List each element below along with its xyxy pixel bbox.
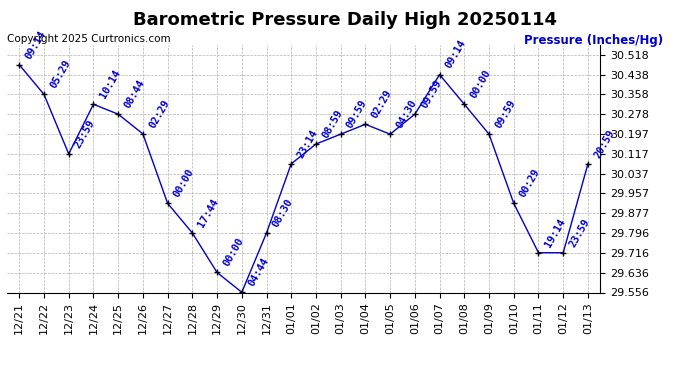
- Text: 23:14: 23:14: [295, 128, 319, 160]
- Text: 04:30: 04:30: [394, 98, 419, 130]
- Text: 02:29: 02:29: [370, 88, 394, 120]
- Text: 05:29: 05:29: [48, 58, 72, 90]
- Text: 08:30: 08:30: [270, 197, 295, 229]
- Text: Pressure (Inches/Hg): Pressure (Inches/Hg): [524, 34, 664, 47]
- Text: 00:00: 00:00: [469, 68, 493, 100]
- Text: 02:29: 02:29: [147, 98, 171, 130]
- Text: 00:29: 00:29: [518, 167, 542, 199]
- Text: 09:59: 09:59: [345, 98, 369, 130]
- Text: 09:59: 09:59: [493, 98, 518, 130]
- Text: Copyright 2025 Curtronics.com: Copyright 2025 Curtronics.com: [7, 34, 170, 44]
- Text: Barometric Pressure Daily High 20250114: Barometric Pressure Daily High 20250114: [133, 11, 557, 29]
- Text: 19:14: 19:14: [542, 216, 567, 249]
- Text: 08:44: 08:44: [122, 78, 146, 110]
- Text: 08:59: 08:59: [320, 108, 344, 140]
- Text: 09:14: 09:14: [444, 38, 468, 70]
- Text: 20:59: 20:59: [592, 128, 616, 160]
- Text: 17:44: 17:44: [197, 197, 221, 229]
- Text: 10:14: 10:14: [97, 68, 122, 100]
- Text: 09:59: 09:59: [419, 78, 443, 110]
- Text: 04:44: 04:44: [246, 256, 270, 288]
- Text: 23:59: 23:59: [567, 216, 591, 249]
- Text: 09:14: 09:14: [23, 28, 48, 61]
- Text: 00:00: 00:00: [172, 167, 196, 199]
- Text: 23:59: 23:59: [73, 118, 97, 150]
- Text: 00:00: 00:00: [221, 236, 246, 268]
